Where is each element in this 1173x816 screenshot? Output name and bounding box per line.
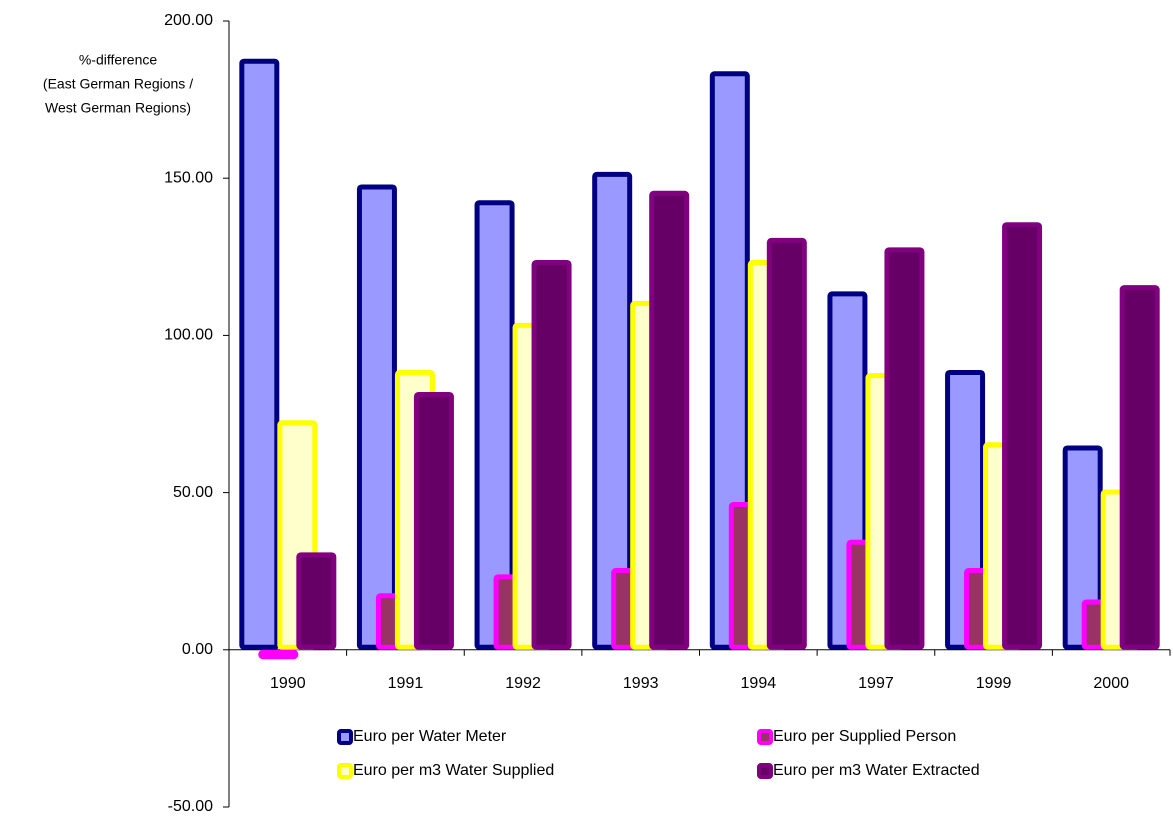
legend-swatch <box>337 763 353 779</box>
y-axis-title: West German Regions) <box>45 100 191 116</box>
bar <box>296 552 337 650</box>
y-tick-label: -50.00 <box>168 798 213 815</box>
bar <box>649 190 690 650</box>
legend-swatch <box>757 729 773 745</box>
legend-label: Euro per Water Meter <box>353 728 507 745</box>
x-tick-label: 1990 <box>270 675 306 692</box>
bar <box>884 247 925 650</box>
y-axis-title: (East German Regions / <box>43 76 193 92</box>
x-tick-label: 1992 <box>505 675 541 692</box>
x-tick-label: 1991 <box>388 675 424 692</box>
legend-label: Euro per m3 Water Extracted <box>773 762 980 779</box>
x-tick-label: 1994 <box>741 675 777 692</box>
x-tick-label: 1993 <box>623 675 659 692</box>
y-tick-label: 150.00 <box>164 169 213 186</box>
bar <box>258 649 299 660</box>
bar <box>356 184 397 650</box>
y-tick-label: 200.00 <box>164 12 213 29</box>
bar <box>1119 285 1160 650</box>
x-tick-label: 2000 <box>1093 675 1129 692</box>
bar <box>239 58 280 650</box>
y-tick-label: 50.00 <box>173 484 213 501</box>
x-tick-label: 1999 <box>976 675 1012 692</box>
bar <box>531 259 572 650</box>
y-tick-label: 100.00 <box>164 327 213 344</box>
legend-label: Euro per Supplied Person <box>773 728 956 745</box>
y-tick-label: 0.00 <box>182 641 213 658</box>
bar <box>1002 222 1043 650</box>
x-tick-label: 1997 <box>858 675 894 692</box>
legend-swatch <box>757 763 773 779</box>
y-axis-title: %-difference <box>79 52 158 68</box>
bar <box>766 237 807 650</box>
legend-label: Euro per m3 Water Supplied <box>353 762 554 779</box>
legend-swatch <box>337 729 353 745</box>
bar <box>413 391 454 650</box>
